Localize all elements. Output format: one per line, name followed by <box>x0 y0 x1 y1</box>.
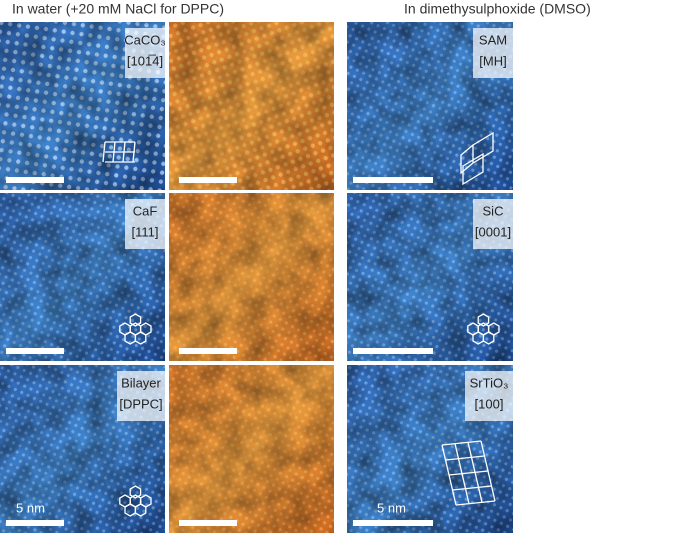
scale-bar <box>179 177 237 183</box>
surface-label: [100] <box>475 396 504 411</box>
surface-label: [DPPC] <box>119 396 162 411</box>
material-label: SrTiO₃ <box>470 375 509 390</box>
surface-label: [111] <box>132 224 159 239</box>
lattice-cell <box>460 131 494 186</box>
material-label: CaF <box>133 203 158 218</box>
scale-bar <box>6 520 64 526</box>
surface-label: [0001] <box>475 224 511 239</box>
label-box <box>125 199 165 249</box>
scale-label: 5 nm <box>16 500 45 515</box>
afm-noise <box>169 193 334 361</box>
hexagon <box>134 331 147 345</box>
lattice-line <box>452 485 492 491</box>
lattice-overlay <box>119 313 152 345</box>
label-box <box>465 371 513 421</box>
afm-noise <box>169 365 334 533</box>
label-box <box>473 199 513 249</box>
lattice-line <box>102 141 106 163</box>
scale-bar <box>353 348 433 354</box>
hexagon <box>134 503 147 517</box>
column-header: In dimethysulphoxide (DMSO) <box>404 1 591 17</box>
material-label: Bilayer <box>121 375 161 390</box>
lattice-overlay <box>102 141 136 163</box>
column-header: In water (+20 mM NaCl for DPPC) <box>12 1 224 17</box>
lattice-overlay <box>467 313 500 345</box>
scale-bar <box>179 520 237 526</box>
lattice-overlay <box>119 485 152 517</box>
label-box <box>473 28 513 78</box>
surface-label: [101̅4] <box>127 53 163 68</box>
scale-label: 5 nm <box>377 500 406 515</box>
scale-bar <box>353 520 433 526</box>
hexagon <box>129 485 142 499</box>
afm-noise <box>169 22 334 190</box>
scale-bar <box>353 177 433 183</box>
lattice-overlay <box>441 440 496 506</box>
hexagon <box>477 313 490 327</box>
scale-bar <box>6 348 64 354</box>
lattice-line <box>455 500 496 506</box>
lattice-line <box>441 440 482 446</box>
hexagon <box>129 313 142 327</box>
label-box <box>117 371 165 421</box>
material-label: CaCO₃ <box>124 32 165 47</box>
hexagon <box>482 331 495 345</box>
label-box <box>125 28 165 78</box>
material-label: SiC <box>483 203 504 218</box>
lattice-line <box>445 455 485 461</box>
lattice-overlay <box>460 131 494 186</box>
lattice-line <box>448 470 489 476</box>
scale-bar <box>6 177 64 183</box>
material-label: SAM <box>479 32 507 47</box>
surface-label: [MH] <box>479 53 506 68</box>
scale-bar <box>179 348 237 354</box>
